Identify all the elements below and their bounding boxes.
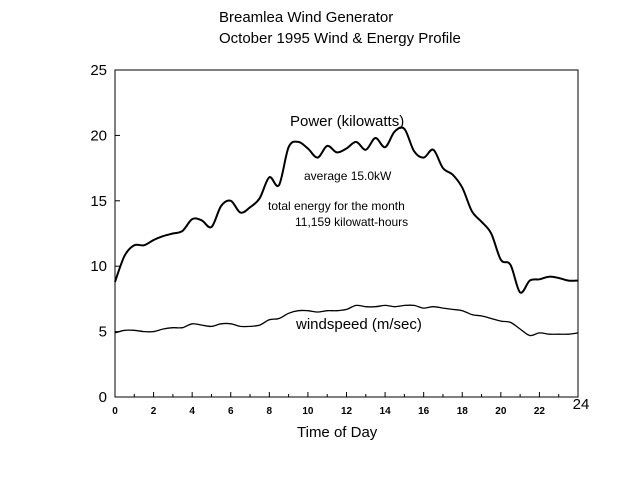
y-tick-label: 5: [99, 324, 107, 341]
power-series-line: [114, 126, 579, 294]
x-tick-label: 4: [189, 406, 195, 417]
x-axis-label: Time of Day: [297, 424, 378, 441]
y-tick-label: 20: [90, 127, 107, 144]
y-tick-label: 10: [90, 258, 107, 275]
y-tick-label: 15: [90, 193, 107, 210]
x-tick-label: 0: [112, 406, 118, 417]
windspeed-series-label: windspeed (m/sec): [295, 316, 422, 333]
x-tick-label: 16: [418, 406, 430, 417]
windspeed-series-line: [114, 304, 579, 337]
x-tick-label: 14: [380, 406, 392, 417]
y-tick-label: 0: [99, 389, 107, 406]
x-tick-label: 18: [457, 406, 469, 417]
x-tick-label: 2: [151, 406, 157, 417]
y-axis: 0 5 10 15 20 25: [90, 62, 120, 406]
power-series-label: Power (kilowatts): [290, 113, 404, 130]
total-energy-annotation-line2: 11,159 kilowatt-hours: [295, 215, 408, 229]
series-layer: [114, 126, 579, 337]
total-energy-annotation-line1: total energy for the month: [268, 199, 405, 213]
x-tick-label: 8: [267, 406, 273, 417]
x-tick-label-end: 24: [573, 396, 590, 413]
chart-title: Breamlea Wind Generator: [219, 9, 393, 26]
average-annotation: average 15.0kW: [304, 169, 392, 183]
x-tick-label: 12: [341, 406, 353, 417]
x-tick-label: 6: [228, 406, 234, 417]
x-axis: 0 2 4 6 8 10 12 14 16 18 20 22 24: [112, 392, 589, 417]
x-tick-label: 10: [302, 406, 314, 417]
chart-subtitle: October 1995 Wind & Energy Profile: [219, 30, 461, 47]
y-tick-label: 25: [90, 62, 107, 79]
x-tick-label: 20: [495, 406, 507, 417]
x-tick-label: 22: [534, 406, 546, 417]
